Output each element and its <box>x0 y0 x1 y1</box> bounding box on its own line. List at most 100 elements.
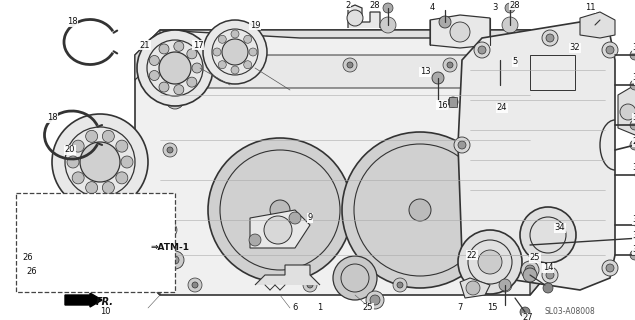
Polygon shape <box>485 110 495 120</box>
Circle shape <box>218 61 226 69</box>
FancyBboxPatch shape <box>16 193 175 292</box>
Circle shape <box>247 62 253 68</box>
Text: 19: 19 <box>250 20 260 29</box>
Circle shape <box>159 82 169 92</box>
Circle shape <box>454 137 470 153</box>
Circle shape <box>163 223 177 237</box>
Circle shape <box>72 172 84 184</box>
Circle shape <box>458 141 466 149</box>
Circle shape <box>478 46 486 54</box>
Circle shape <box>478 250 502 274</box>
Circle shape <box>537 227 543 233</box>
Circle shape <box>606 46 614 54</box>
Circle shape <box>630 250 635 260</box>
Circle shape <box>249 48 257 56</box>
Circle shape <box>499 279 511 291</box>
Polygon shape <box>255 265 320 285</box>
Circle shape <box>231 30 239 38</box>
Circle shape <box>192 63 202 73</box>
Text: 27: 27 <box>523 314 533 320</box>
Circle shape <box>537 147 543 153</box>
Text: 21: 21 <box>140 41 150 50</box>
Circle shape <box>393 278 407 292</box>
Circle shape <box>542 30 558 46</box>
Circle shape <box>149 55 159 66</box>
Text: 13: 13 <box>420 68 431 76</box>
Text: 29: 29 <box>632 138 635 147</box>
Text: 14: 14 <box>543 263 553 273</box>
Text: ⇒ATM-1: ⇒ATM-1 <box>150 244 189 252</box>
Circle shape <box>102 130 114 142</box>
Circle shape <box>116 172 128 184</box>
Circle shape <box>343 58 357 72</box>
Text: 30: 30 <box>632 164 635 172</box>
Circle shape <box>630 80 635 90</box>
Circle shape <box>342 132 498 288</box>
Circle shape <box>174 41 184 51</box>
Circle shape <box>602 42 618 58</box>
Circle shape <box>620 104 635 120</box>
Circle shape <box>498 278 512 292</box>
Circle shape <box>116 140 128 152</box>
Circle shape <box>521 261 539 279</box>
Circle shape <box>474 260 490 276</box>
Circle shape <box>380 17 396 33</box>
Circle shape <box>208 138 352 282</box>
Circle shape <box>546 271 554 279</box>
Circle shape <box>166 91 184 109</box>
Circle shape <box>506 251 524 269</box>
Circle shape <box>630 50 635 60</box>
Circle shape <box>533 223 547 237</box>
Circle shape <box>474 42 490 58</box>
Text: 2: 2 <box>345 1 351 10</box>
Circle shape <box>167 227 173 233</box>
Text: 4: 4 <box>429 4 434 12</box>
Text: 26: 26 <box>27 268 37 276</box>
Text: 25: 25 <box>530 253 540 262</box>
Circle shape <box>458 230 522 294</box>
Text: 6: 6 <box>292 303 298 313</box>
Circle shape <box>86 182 98 194</box>
Circle shape <box>86 130 98 142</box>
Circle shape <box>121 156 133 168</box>
Circle shape <box>409 199 431 221</box>
Circle shape <box>52 114 148 210</box>
Circle shape <box>543 283 553 293</box>
Circle shape <box>370 295 380 305</box>
Text: 31: 31 <box>632 245 635 254</box>
Polygon shape <box>449 97 457 107</box>
Circle shape <box>495 70 505 80</box>
Text: 25: 25 <box>363 303 373 313</box>
Circle shape <box>447 62 453 68</box>
Circle shape <box>218 35 226 43</box>
Circle shape <box>546 34 554 42</box>
Polygon shape <box>460 278 490 298</box>
Text: 30: 30 <box>632 74 635 83</box>
Circle shape <box>507 62 513 68</box>
Circle shape <box>244 35 251 43</box>
Circle shape <box>347 62 353 68</box>
Circle shape <box>303 278 317 292</box>
Circle shape <box>80 142 120 182</box>
Polygon shape <box>135 30 160 80</box>
Text: 3: 3 <box>492 4 498 12</box>
Circle shape <box>187 49 197 59</box>
Polygon shape <box>250 210 310 248</box>
Circle shape <box>478 264 486 272</box>
Text: SL03-A08008: SL03-A08008 <box>545 308 596 316</box>
Polygon shape <box>90 210 115 238</box>
Text: 30: 30 <box>632 114 635 123</box>
Polygon shape <box>150 55 535 88</box>
Text: 33: 33 <box>632 230 635 239</box>
Circle shape <box>630 120 635 130</box>
Circle shape <box>505 3 515 13</box>
Circle shape <box>67 156 79 168</box>
Circle shape <box>466 281 480 295</box>
Circle shape <box>159 52 191 84</box>
Circle shape <box>542 267 558 283</box>
Circle shape <box>448 97 458 107</box>
Circle shape <box>523 268 537 282</box>
Circle shape <box>213 48 221 56</box>
Polygon shape <box>135 245 160 295</box>
Circle shape <box>443 58 457 72</box>
